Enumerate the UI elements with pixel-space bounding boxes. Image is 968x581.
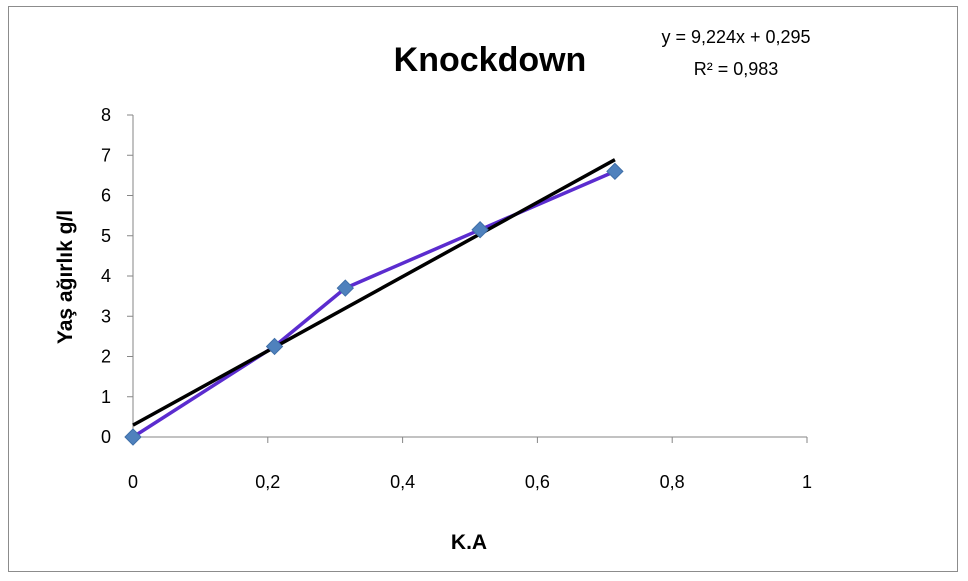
y-tick-label: 5 — [101, 226, 111, 246]
x-tick-label: 0,4 — [390, 472, 415, 492]
trendline-r-squared: R² = 0,983 — [694, 59, 779, 79]
x-tick-label: 0,8 — [660, 472, 685, 492]
y-tick-label: 8 — [101, 105, 111, 125]
data-point — [124, 428, 142, 446]
data-point — [471, 221, 489, 239]
chart-title: Knockdown — [394, 41, 587, 79]
x-tick-label: 0 — [128, 472, 138, 492]
data-point — [336, 279, 355, 297]
y-tick-label: 1 — [101, 387, 111, 407]
y-tick-label: 6 — [101, 186, 111, 206]
x-tick-label: 0,6 — [525, 472, 550, 492]
x-tick-label: 0,2 — [255, 472, 280, 492]
axes — [127, 114, 808, 443]
y-tick-label: 7 — [101, 145, 111, 165]
y-tick-label: 0 — [101, 427, 111, 447]
x-tick-label: 1 — [802, 472, 812, 492]
y-tick-label: 4 — [101, 266, 111, 286]
x-axis-title: K.A — [451, 531, 487, 554]
data-point — [265, 337, 284, 356]
series-line — [132, 169, 616, 439]
y-tick-label: 3 — [101, 306, 111, 326]
chart-frame — [8, 6, 958, 572]
plot-area — [124, 158, 624, 446]
trendline-equation: y = 9,224x + 0,295 — [661, 27, 810, 47]
y-axis-title: Yaş ağırlık g/l — [54, 210, 77, 344]
tick-labels: 0 0,2 0,4 0,6 0,8 1 0 1 2 3 4 5 6 7 8 — [101, 105, 812, 492]
trendline — [132, 158, 616, 427]
data-point — [606, 162, 624, 181]
y-tick-label: 2 — [101, 347, 111, 367]
